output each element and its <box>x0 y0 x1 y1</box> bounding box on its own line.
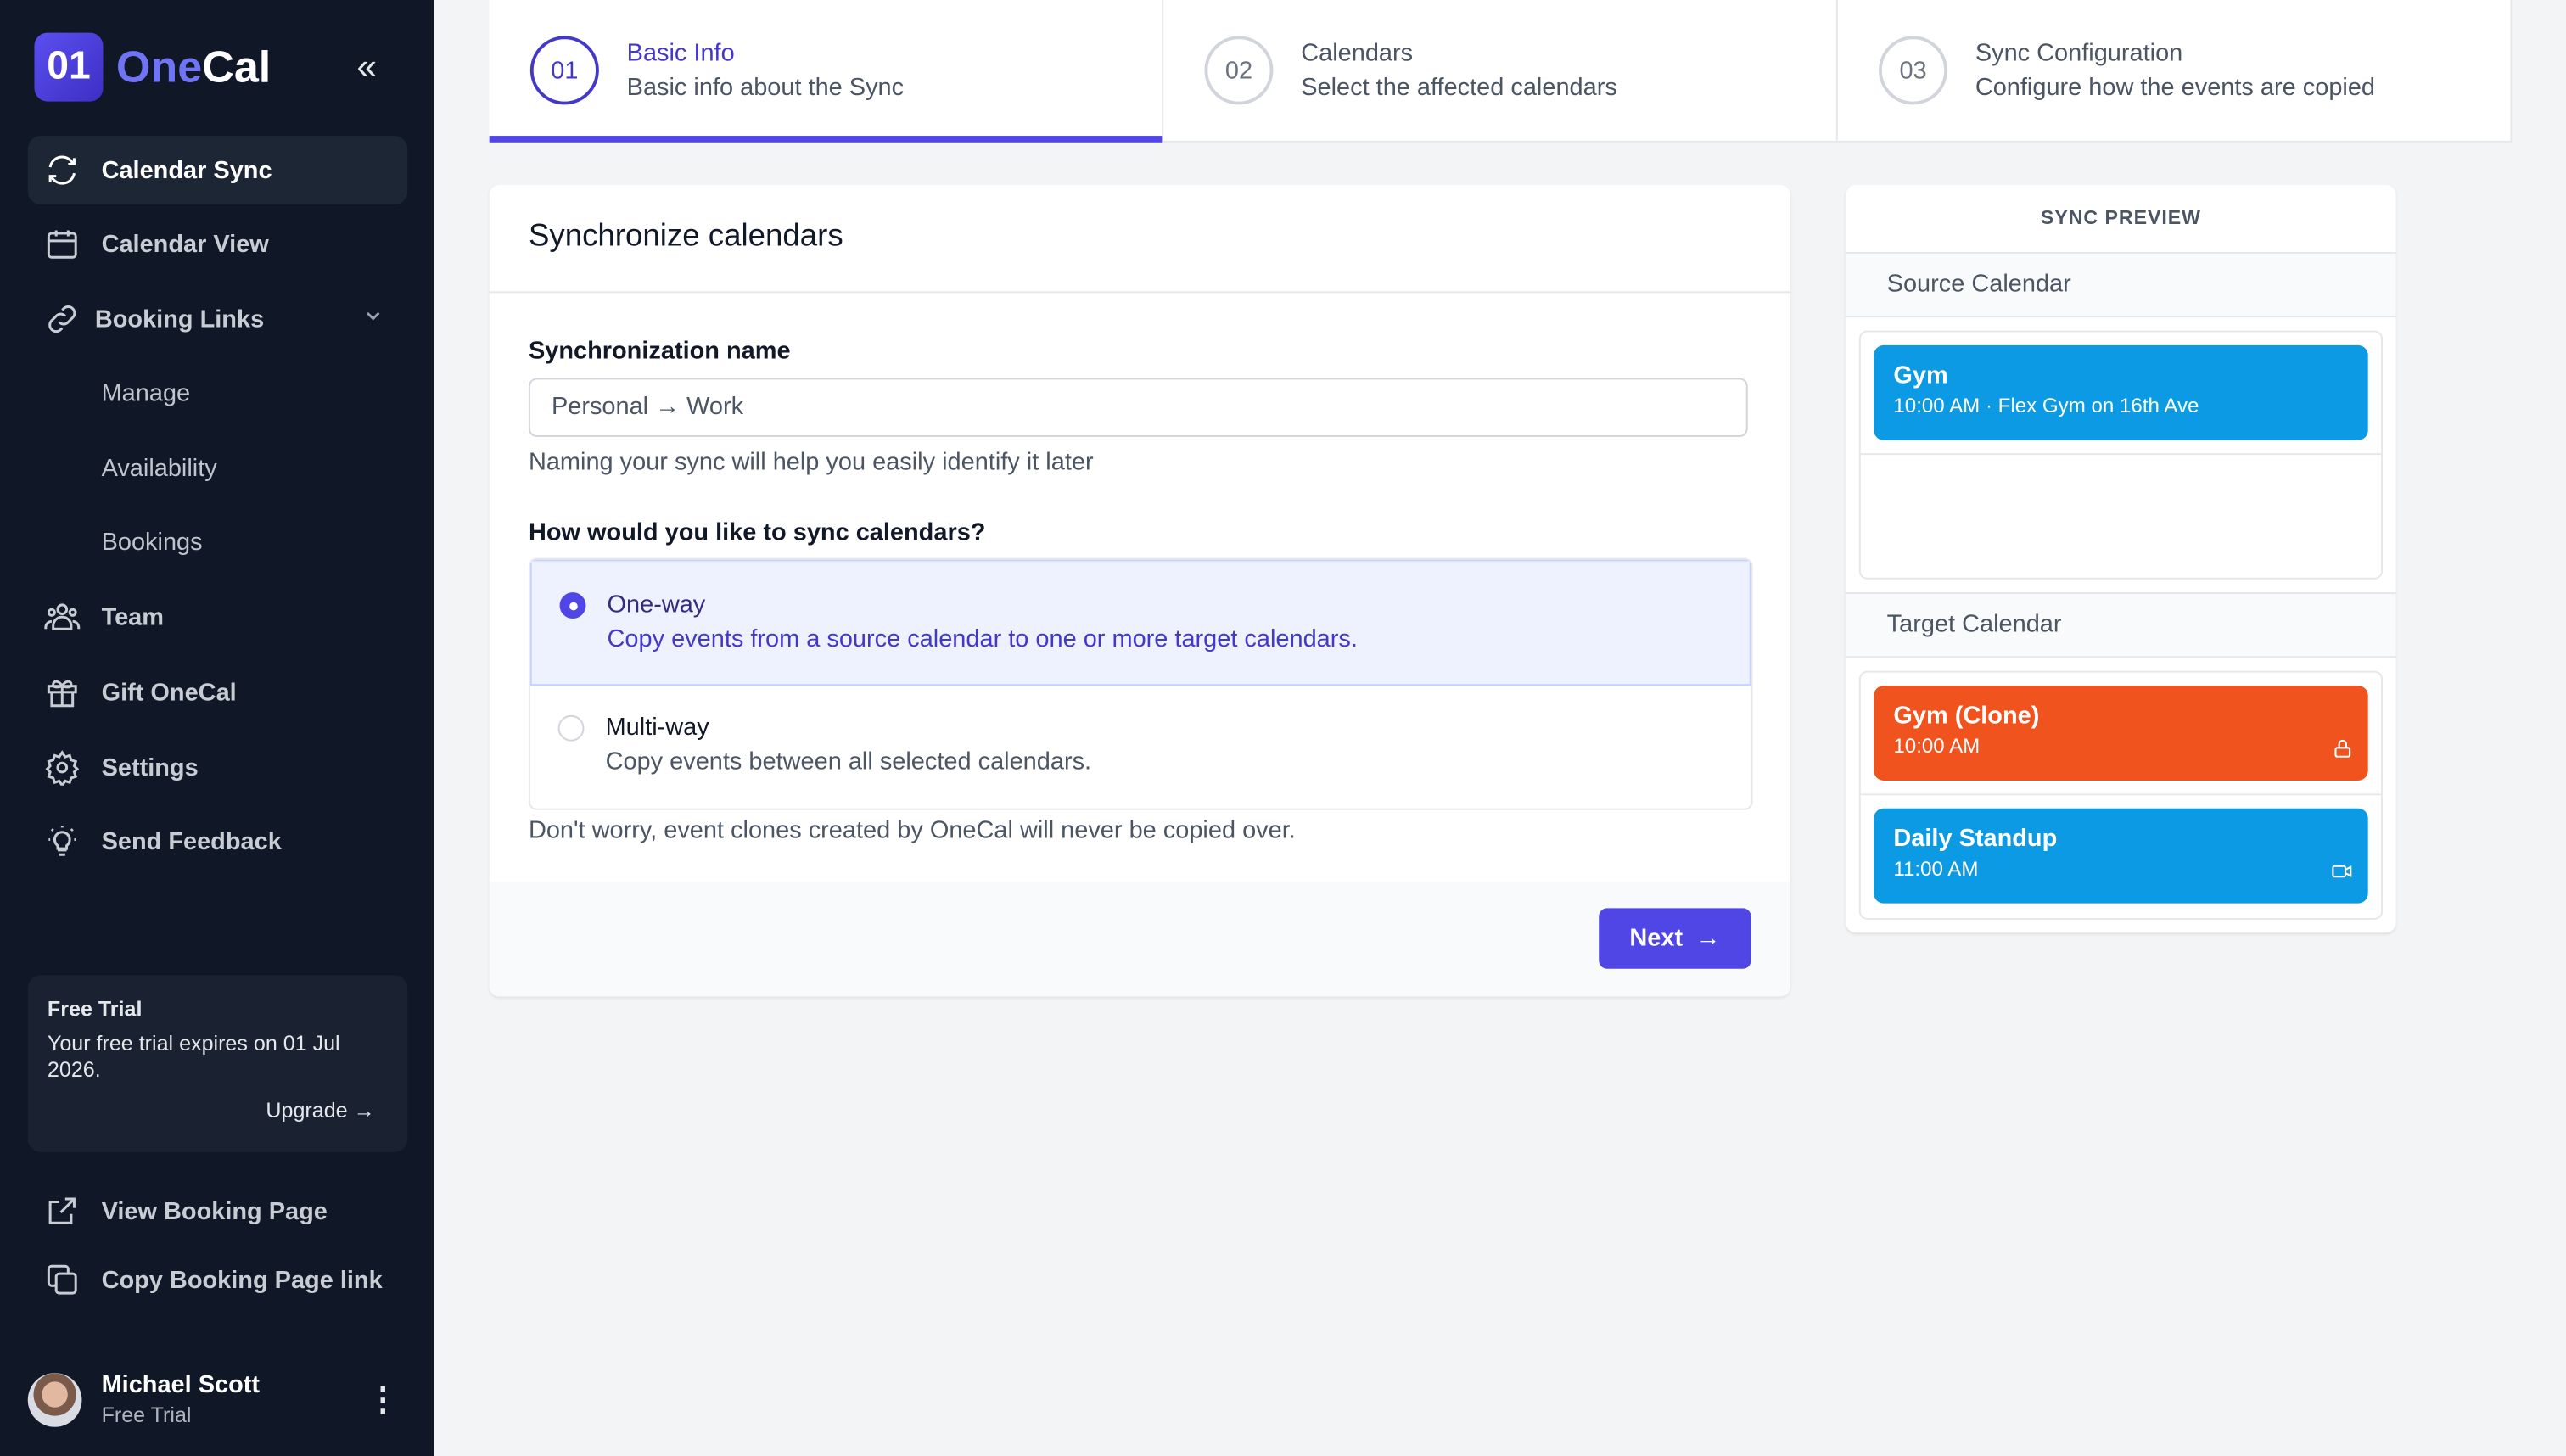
step-desc: Basic info about the Sync <box>626 73 905 102</box>
option-desc: Copy events from a source calendar to on… <box>607 624 1358 653</box>
event-subtitle: 11:00 AM <box>1893 857 1979 881</box>
gear-icon <box>42 749 81 786</box>
step-title: Sync Configuration <box>1975 39 2183 68</box>
page-title: Synchronize calendars <box>528 219 843 254</box>
sync-form-card: Synchronize calendars Synchronization na… <box>489 184 1790 997</box>
logo-mark: 01 <box>34 32 104 102</box>
clone-note: Don't worry, event clones created by One… <box>528 816 1296 845</box>
copy-icon <box>42 1262 81 1297</box>
event-subtitle: 10:00 AM <box>1893 734 1981 758</box>
logo[interactable]: 01 OneCal <box>34 32 272 102</box>
event-title: Gym <box>1893 361 1948 390</box>
sidebar-item-calendar-view[interactable]: Calendar View <box>28 210 407 278</box>
gift-icon <box>42 675 81 710</box>
divider <box>489 291 1790 294</box>
calendar-icon <box>42 226 81 261</box>
event-card: Gym (Clone) 10:00 AM <box>1874 686 2368 781</box>
event-card: Daily Standup 11:00 AM <box>1874 808 2368 904</box>
step-calendars[interactable]: 02 Calendars Select the affected calendar… <box>1163 0 1838 141</box>
step-title: Basic Info <box>626 39 735 68</box>
user-profile[interactable]: Michael Scott Free Trial <box>27 1371 261 1427</box>
collapse-sidebar-icon[interactable]: « <box>356 46 378 87</box>
sync-icon <box>42 152 81 188</box>
sidebar-subitem-bookings[interactable]: Bookings <box>101 528 203 557</box>
user-plan: Free Trial <box>101 1402 192 1427</box>
chevron-down-icon[interactable] <box>361 305 384 334</box>
sidebar-item-label: Booking Links <box>94 305 265 333</box>
step-number: 03 <box>1879 36 1948 105</box>
sidebar-item-send-feedback[interactable]: Send Feedback <box>28 807 407 876</box>
sync-mode-options: One-way Copy events from a source calend… <box>528 557 1753 810</box>
link-icon <box>42 301 81 337</box>
option-title: One-way <box>607 591 706 619</box>
sidebar-item-label: Settings <box>101 753 199 781</box>
users-icon <box>42 599 81 635</box>
sidebar-subitem-manage[interactable]: Manage <box>101 379 191 408</box>
event-title: Daily Standup <box>1893 825 2058 853</box>
step-basic-info[interactable]: 01 Basic Info Basic info about the Sync <box>489 0 1164 143</box>
sidebar-item-label: Calendar Sync <box>101 156 272 184</box>
next-button[interactable]: Next → <box>1599 908 1751 969</box>
option-multi-way[interactable]: Multi-way Copy events between all select… <box>530 684 1751 807</box>
sync-name-input[interactable]: Personal → Work <box>528 378 1748 437</box>
target-events: Gym (Clone) 10:00 AM Daily Standup 11:00… <box>1858 670 2384 920</box>
step-sync-configuration[interactable]: 03 Sync Configuration Configure how the e… <box>1838 0 2513 141</box>
sync-name-help: Naming your sync will help you easily id… <box>528 448 1094 477</box>
video-icon <box>2330 860 2353 890</box>
external-link-icon <box>42 1193 81 1229</box>
trial-title: Free Trial <box>47 996 143 1022</box>
source-events: Gym 10:00 AM · Flex Gym on 16th Ave <box>1858 330 2384 580</box>
arrow-right-icon: → <box>1695 924 1721 953</box>
sidebar-item-label: Team <box>101 602 165 631</box>
view-booking-page-link[interactable]: View Booking Page <box>28 1177 407 1246</box>
copy-booking-page-link[interactable]: Copy Booking Page link <box>28 1246 407 1314</box>
step-title: Calendars <box>1301 39 1414 68</box>
event-card: Gym 10:00 AM · Flex Gym on 16th Ave <box>1874 344 2368 440</box>
sidebar: 01 OneCal « Calendar Sync Calendar View … <box>0 0 434 1456</box>
upgrade-link[interactable]: Upgrade → <box>266 1098 375 1123</box>
sidebar-item-label: Send Feedback <box>101 826 282 855</box>
more-options-icon[interactable]: ⋮ <box>367 1382 400 1420</box>
option-one-way[interactable]: One-way Copy events from a source calend… <box>529 559 1751 686</box>
sidebar-item-label: Gift OneCal <box>101 678 237 707</box>
sync-mode-label: How would you like to sync calendars? <box>528 518 986 547</box>
radio-one-way[interactable] <box>559 592 586 619</box>
sidebar-item-gift[interactable]: Gift OneCal <box>28 658 407 726</box>
event-title: Gym (Clone) <box>1893 702 2040 731</box>
user-name: Michael Scott <box>101 1371 261 1399</box>
preview-title: SYNC PREVIEW <box>1846 185 2396 254</box>
step-desc: Select the affected calendars <box>1301 73 1617 102</box>
trial-text: Your free trial expires on 01 Jul 2026. <box>47 1031 340 1082</box>
step-desc: Configure how the events are copied <box>1975 73 2376 102</box>
avatar <box>27 1372 82 1426</box>
step-number: 02 <box>1204 36 1274 105</box>
lock-icon <box>2332 738 2353 768</box>
sidebar-subitem-availability[interactable]: Availability <box>101 455 217 483</box>
option-desc: Copy events between all selected calenda… <box>605 748 1092 776</box>
card-footer: Next → <box>489 882 1790 997</box>
step-number: 01 <box>529 36 599 105</box>
logo-text: OneCal <box>115 42 272 92</box>
free-trial-card: Free Trial Your free trial expires on 01… <box>27 975 408 1152</box>
sidebar-item-settings[interactable]: Settings <box>28 733 407 802</box>
sidebar-item-team[interactable]: Team <box>28 583 407 652</box>
option-title: Multi-way <box>605 713 709 742</box>
target-calendar-label: Target Calendar <box>1846 592 2396 658</box>
sidebar-item-calendar-sync[interactable]: Calendar Sync <box>27 136 408 205</box>
next-label: Next <box>1629 924 1684 953</box>
lightbulb-icon <box>42 823 81 859</box>
stepper: 01 Basic Info Basic info about the Sync 0… <box>489 0 2513 143</box>
sidebar-item-label: View Booking Page <box>101 1196 328 1225</box>
event-subtitle: 10:00 AM · Flex Gym on 16th Ave <box>1893 394 2199 417</box>
source-calendar-label: Source Calendar <box>1846 253 2396 318</box>
sidebar-item-booking-links[interactable]: Booking Links <box>28 285 407 354</box>
sync-name-label: Synchronization name <box>528 337 791 366</box>
sidebar-item-label: Calendar View <box>101 229 269 258</box>
sync-preview: SYNC PREVIEW Source Calendar Gym 10:00 A… <box>1846 184 2396 933</box>
radio-multi-way[interactable] <box>557 714 585 742</box>
sidebar-item-label: Copy Booking Page link <box>101 1265 383 1294</box>
